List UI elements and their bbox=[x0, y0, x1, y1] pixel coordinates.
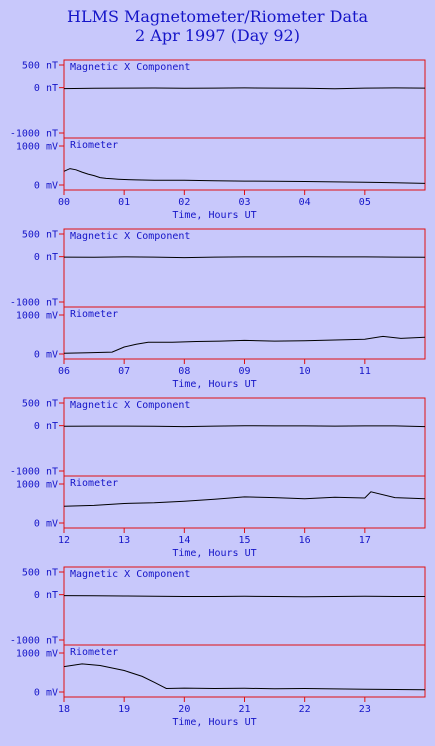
x-axis-label: Time, Hours UT bbox=[172, 210, 256, 221]
y-tick-label: 500 nT bbox=[22, 399, 58, 410]
x-tick-label: 07 bbox=[118, 366, 130, 377]
x-tick-label: 01 bbox=[118, 197, 130, 208]
x-tick-label: 21 bbox=[238, 704, 250, 715]
y-tick-label: -1000 nT bbox=[10, 298, 58, 309]
x-tick-label: 12 bbox=[58, 535, 70, 546]
y-tick-label: 0 nT bbox=[34, 421, 58, 432]
y-tick-label: -1000 nT bbox=[10, 129, 58, 140]
x-tick-label: 16 bbox=[299, 535, 311, 546]
series-line bbox=[63, 425, 426, 428]
x-tick-label: 02 bbox=[178, 197, 190, 208]
chart-date: 2 Apr 1997 (Day 92) bbox=[135, 26, 300, 45]
x-tick-label: 06 bbox=[58, 366, 70, 377]
panel-label: Magnetic X Component bbox=[70, 231, 190, 242]
y-tick-label: 0 mV bbox=[34, 688, 58, 699]
x-tick-label: 14 bbox=[178, 535, 190, 546]
x-tick-label: 23 bbox=[359, 704, 371, 715]
x-tick-label: 17 bbox=[359, 535, 371, 546]
x-tick-label: 10 bbox=[299, 366, 311, 377]
x-tick-label: 19 bbox=[118, 704, 130, 715]
y-tick-label: 500 nT bbox=[22, 61, 58, 72]
y-tick-label: 1000 mV bbox=[16, 649, 58, 660]
x-axis-label: Time, Hours UT bbox=[172, 379, 256, 390]
y-tick-label: 0 nT bbox=[34, 83, 58, 94]
series-line bbox=[63, 335, 426, 354]
series-line bbox=[63, 491, 426, 507]
y-tick-label: 0 mV bbox=[34, 350, 58, 361]
x-axis-label: Time, Hours UT bbox=[172, 717, 256, 728]
panel-label: Riometer bbox=[70, 478, 118, 489]
x-tick-label: 05 bbox=[359, 197, 371, 208]
chart-title: HLMS Magnetometer/Riometer Data bbox=[67, 7, 368, 26]
panel-label: Magnetic X Component bbox=[70, 400, 190, 411]
x-tick-label: 22 bbox=[299, 704, 311, 715]
x-tick-label: 09 bbox=[238, 366, 250, 377]
panel-label: Riometer bbox=[70, 140, 118, 151]
y-tick-label: 1000 mV bbox=[16, 142, 58, 153]
x-tick-label: 08 bbox=[178, 366, 190, 377]
x-tick-label: 00 bbox=[58, 197, 70, 208]
series-line bbox=[63, 663, 426, 691]
x-tick-label: 03 bbox=[238, 197, 250, 208]
x-axis-label: Time, Hours UT bbox=[172, 548, 256, 559]
series-line bbox=[63, 595, 425, 598]
y-tick-label: 1000 mV bbox=[16, 480, 58, 491]
y-tick-label: 500 nT bbox=[22, 568, 58, 579]
x-tick-label: 13 bbox=[118, 535, 130, 546]
x-tick-label: 15 bbox=[238, 535, 250, 546]
x-tick-label: 11 bbox=[359, 366, 371, 377]
panel-label: Riometer bbox=[70, 309, 118, 320]
panel-label: Magnetic X Component bbox=[70, 62, 190, 73]
y-tick-label: 1000 mV bbox=[16, 311, 58, 322]
series-line bbox=[63, 168, 426, 184]
y-tick-label: 500 nT bbox=[22, 230, 58, 241]
x-tick-label: 20 bbox=[178, 704, 190, 715]
panel-label: Magnetic X Component bbox=[70, 569, 190, 580]
x-tick-label: 04 bbox=[299, 197, 311, 208]
series-line bbox=[63, 87, 426, 90]
panel-label: Riometer bbox=[70, 647, 118, 658]
y-tick-label: 0 mV bbox=[34, 519, 58, 530]
y-tick-label: 0 nT bbox=[34, 252, 58, 263]
series-line bbox=[63, 256, 426, 259]
y-tick-label: -1000 nT bbox=[10, 636, 58, 647]
y-tick-label: -1000 nT bbox=[10, 467, 58, 478]
x-tick-label: 18 bbox=[58, 704, 70, 715]
y-tick-label: 0 nT bbox=[34, 590, 58, 601]
y-tick-label: 0 mV bbox=[34, 181, 58, 192]
